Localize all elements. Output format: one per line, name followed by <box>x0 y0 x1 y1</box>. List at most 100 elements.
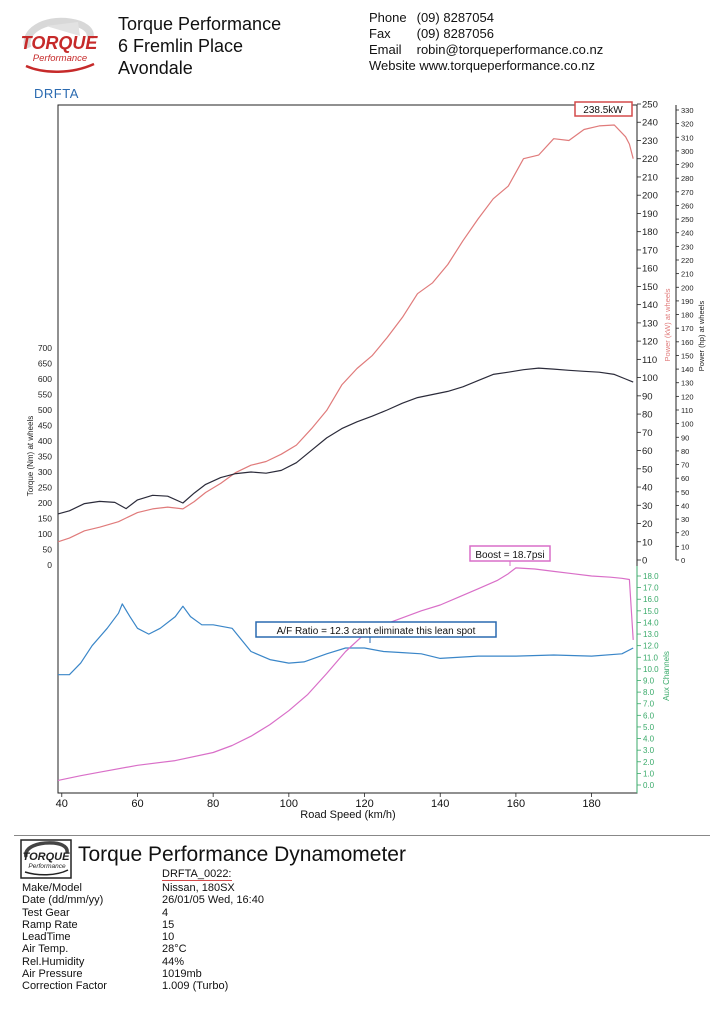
run-id: DRFTA_0022: <box>162 868 232 881</box>
website-value: www.torqueperformance.co.nz <box>419 58 595 73</box>
annotation-boost-box <box>469 545 551 562</box>
power-hp-tick-label: 90 <box>681 433 689 442</box>
power-hp-tick-label: 270 <box>681 188 694 197</box>
torque-axis-label: Torque (Nm) at wheels <box>26 416 35 496</box>
aux-tick-label: 18.0 <box>643 572 659 581</box>
phone-row: Phone (09) 8287054 <box>369 10 603 26</box>
x-tick-label: 80 <box>207 798 219 810</box>
dyno-logo: TORQUE Performance <box>20 839 72 879</box>
dyno-title: Torque Performance Dynamometer <box>78 843 406 866</box>
spec-row: Air Pressure 1019mb <box>22 968 264 980</box>
torque-tick-label: 100 <box>38 529 52 539</box>
power-hp-tick-label: 160 <box>681 338 694 347</box>
torque-tick-label: 700 <box>38 343 52 353</box>
power-kw-tick-label: 250 <box>642 100 658 111</box>
torque-tick-label: 150 <box>38 514 52 524</box>
power-hp-tick-label: 250 <box>681 215 694 224</box>
aux-tick-label: 5.0 <box>643 723 655 732</box>
series-layer <box>57 124 634 781</box>
power-hp-tick-label: 150 <box>681 351 694 360</box>
aux-tick-label: 7.0 <box>643 700 655 709</box>
power-kw-tick-label: 50 <box>642 464 653 475</box>
spec-row: Make/Model Nissan, 180SX <box>22 882 264 894</box>
spec-label: Air Temp. <box>22 943 69 956</box>
address-line-2: Avondale <box>118 58 193 78</box>
power-kw-tick-label: 60 <box>642 446 653 457</box>
power-kw-tick-label: 110 <box>642 355 657 366</box>
power-kw-tick-label: 100 <box>642 373 658 384</box>
torque-axis-ticks: 0 50 100 150 200 250 300 350 400 450 500 550 600 650 7… <box>38 343 52 570</box>
power-kw-tick-label: 20 <box>642 519 653 530</box>
power-kw-tick-label: 30 <box>642 501 653 512</box>
power-hp-tick-label: 20 <box>681 529 689 538</box>
power-hp-tick-label: 130 <box>681 379 694 388</box>
power-hp-axis-label: Power (hp) at wheels <box>697 301 706 372</box>
power-hp-tick-label: 260 <box>681 201 694 210</box>
spec-value: 28°C <box>162 943 187 956</box>
spec-row: Test Gear 4 <box>22 907 264 919</box>
spec-label: Make/Model <box>22 882 82 894</box>
logo-subtext: Performance <box>33 53 87 64</box>
annotation-boost-text: Boost = 18.7psi <box>475 550 544 561</box>
spec-row: LeadTime 10 <box>22 931 264 943</box>
website-label: Website <box>369 58 416 73</box>
power-hp-tick-label: 190 <box>681 297 694 306</box>
dyno-logo-text: TORQUE <box>23 851 71 863</box>
spec-row: Air Temp. 28°C <box>22 943 264 955</box>
annotation-af-text: A/F Ratio = 12.3 cant eliminate this lea… <box>277 626 476 637</box>
power-kw-tick-label: 90 <box>642 391 653 402</box>
x-tick-label: 160 <box>507 798 525 810</box>
power-hp-tick-label: 80 <box>681 447 689 456</box>
x-tick-label: 100 <box>280 798 298 810</box>
power-hp-tick-label: 330 <box>681 106 694 115</box>
torque-tick-label: 550 <box>38 390 52 400</box>
power-hp-tick-label: 60 <box>681 474 689 483</box>
spec-label: Rel.Humidity <box>22 955 85 968</box>
aux-tick-label: 2.0 <box>643 758 655 767</box>
spec-value: 44% <box>162 955 185 968</box>
power-hp-tick-label: 300 <box>681 147 694 156</box>
fax-row: Fax (09) 8287056 <box>369 26 603 42</box>
aux-tick-label: 12.0 <box>643 642 659 651</box>
spec-row: Correction Factor 1.009 (Turbo) <box>22 980 264 992</box>
power-kw-tick-label: 140 <box>642 300 658 311</box>
aux-tick-label: 0.0 <box>643 781 655 790</box>
power-kw-tick-label: 190 <box>642 209 658 220</box>
power-kw-tick-label: 120 <box>642 337 658 348</box>
power-kw-tick-label: 70 <box>642 428 653 439</box>
spec-value: 10 <box>162 931 175 944</box>
section-divider <box>14 835 710 836</box>
aux-tick-label: 17.0 <box>643 584 659 593</box>
plot-frame <box>57 104 638 794</box>
power-kw-tick-label: 200 <box>642 191 658 202</box>
contact-block: Phone (09) 8287054 Fax (09) 8287056 Emai… <box>369 10 603 74</box>
torque-tick-label: 0 <box>47 560 52 570</box>
power-hp-tick-label: 280 <box>681 174 694 183</box>
power-hp-tick-label: 10 <box>681 542 689 551</box>
power-kw-tick-label: 230 <box>642 136 658 147</box>
torque-tick-label: 400 <box>38 436 52 446</box>
aux-tick-label: 1.0 <box>643 769 655 778</box>
spec-label: Ramp Rate <box>22 918 78 931</box>
power-kw-tick-label: 240 <box>642 118 658 129</box>
power-kw-tick-label: 210 <box>642 172 658 183</box>
power-hp-tick-label: 50 <box>681 488 689 497</box>
x-tick-label: 60 <box>131 798 143 810</box>
power-hp-axis-ticks: 0 10 20 30 40 50 60 70 80 90 100 110 120 130 140 150 160… <box>676 106 694 565</box>
power-kw-tick-label: 40 <box>642 483 653 494</box>
power-hp-tick-label: 30 <box>681 515 689 524</box>
torque-tick-label: 350 <box>38 452 52 462</box>
aux-axis-ticks: 0.0 1.0 2.0 3.0 4.0 5.0 6.0 7.0 8.0 9.0 10.0 11.0 12… <box>637 572 659 790</box>
power-hp-tick-label: 110 <box>681 406 693 415</box>
spec-row: Date (dd/mm/yy) 26/01/05 Wed, 16:40 <box>22 894 264 906</box>
spec-value: 26/01/05 Wed, 16:40 <box>162 894 264 907</box>
aux-axis-label: Aux Channels <box>662 651 671 701</box>
spec-value: 1019mb <box>162 968 202 981</box>
power-hp-tick-label: 0 <box>681 556 685 565</box>
torque-tick-label: 200 <box>38 498 52 508</box>
power-hp-tick-label: 180 <box>681 311 694 320</box>
power-hp-tick-label: 40 <box>681 501 689 510</box>
power-hp-tick-label: 220 <box>681 256 694 265</box>
company-address: Torque Performance 6 Fremlin Place Avond… <box>118 13 281 79</box>
series-line-boost <box>57 567 634 781</box>
